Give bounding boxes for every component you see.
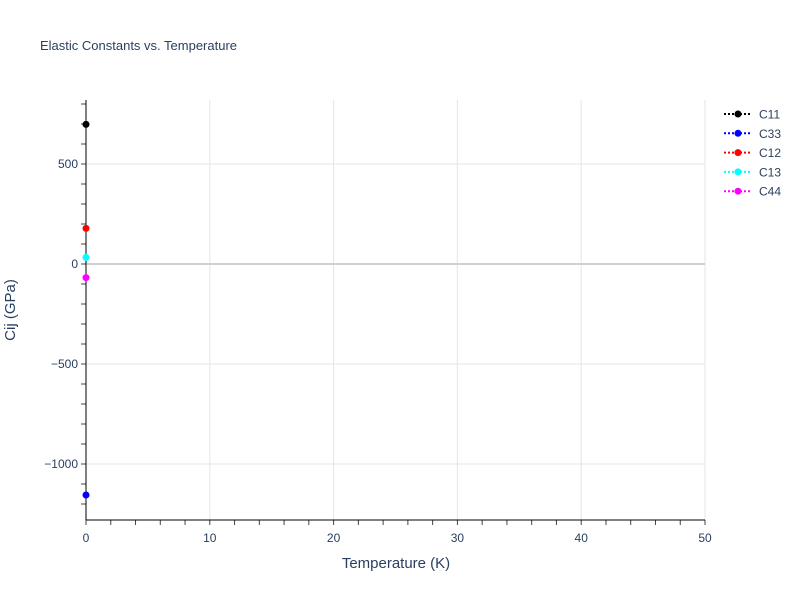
legend-item-c44[interactable]: C44 — [724, 185, 781, 199]
legend-marker — [734, 149, 742, 157]
legend-marker — [734, 187, 742, 195]
legend-label: C44 — [759, 185, 781, 199]
x-tick-label: 50 — [698, 531, 712, 545]
x-tick-label: 40 — [575, 531, 589, 545]
x-tick-label: 0 — [83, 531, 90, 545]
legend-marker — [734, 129, 742, 137]
legend-label: C12 — [759, 146, 781, 160]
legend-label: C33 — [759, 127, 781, 141]
legend-item-c33[interactable]: C33 — [724, 127, 781, 141]
axes: 0 10 20 30 40 50 −1000 −500 0 500 — [44, 100, 712, 545]
legend-label: C13 — [759, 165, 781, 179]
legend-item-c12[interactable]: C12 — [724, 146, 781, 160]
y-tick-label: −1000 — [44, 457, 78, 471]
x-tick-label: 10 — [203, 531, 217, 545]
data-marks — [82, 120, 90, 499]
legend-item-c11[interactable]: C11 — [724, 108, 780, 122]
data-point-c11 — [82, 120, 90, 128]
y-tick-label: 0 — [71, 257, 78, 271]
legend-marker — [734, 168, 742, 176]
y-tick-label: 500 — [58, 157, 78, 171]
y-tick-label: −500 — [51, 357, 78, 371]
x-axis-label: Temperature (K) — [342, 555, 450, 572]
legend-marker — [734, 110, 742, 118]
data-point-c44 — [82, 274, 90, 282]
legend-item-c13[interactable]: C13 — [724, 165, 781, 179]
x-tick-label: 30 — [451, 531, 465, 545]
x-tick-label: 20 — [327, 531, 341, 545]
data-point-c12 — [82, 224, 90, 232]
y-axis-label: Cij (GPa) — [2, 279, 19, 341]
legend[interactable]: C11 C33 C12 C13 C44 — [724, 108, 781, 199]
grid — [86, 100, 706, 520]
chart-title: Elastic Constants vs. Temperature — [40, 38, 237, 53]
data-point-c33 — [82, 491, 90, 499]
legend-label: C11 — [759, 108, 780, 122]
data-point-c13 — [82, 253, 90, 261]
